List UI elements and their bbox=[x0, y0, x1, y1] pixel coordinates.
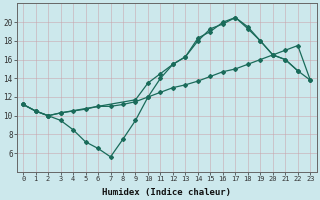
X-axis label: Humidex (Indice chaleur): Humidex (Indice chaleur) bbox=[102, 188, 231, 197]
